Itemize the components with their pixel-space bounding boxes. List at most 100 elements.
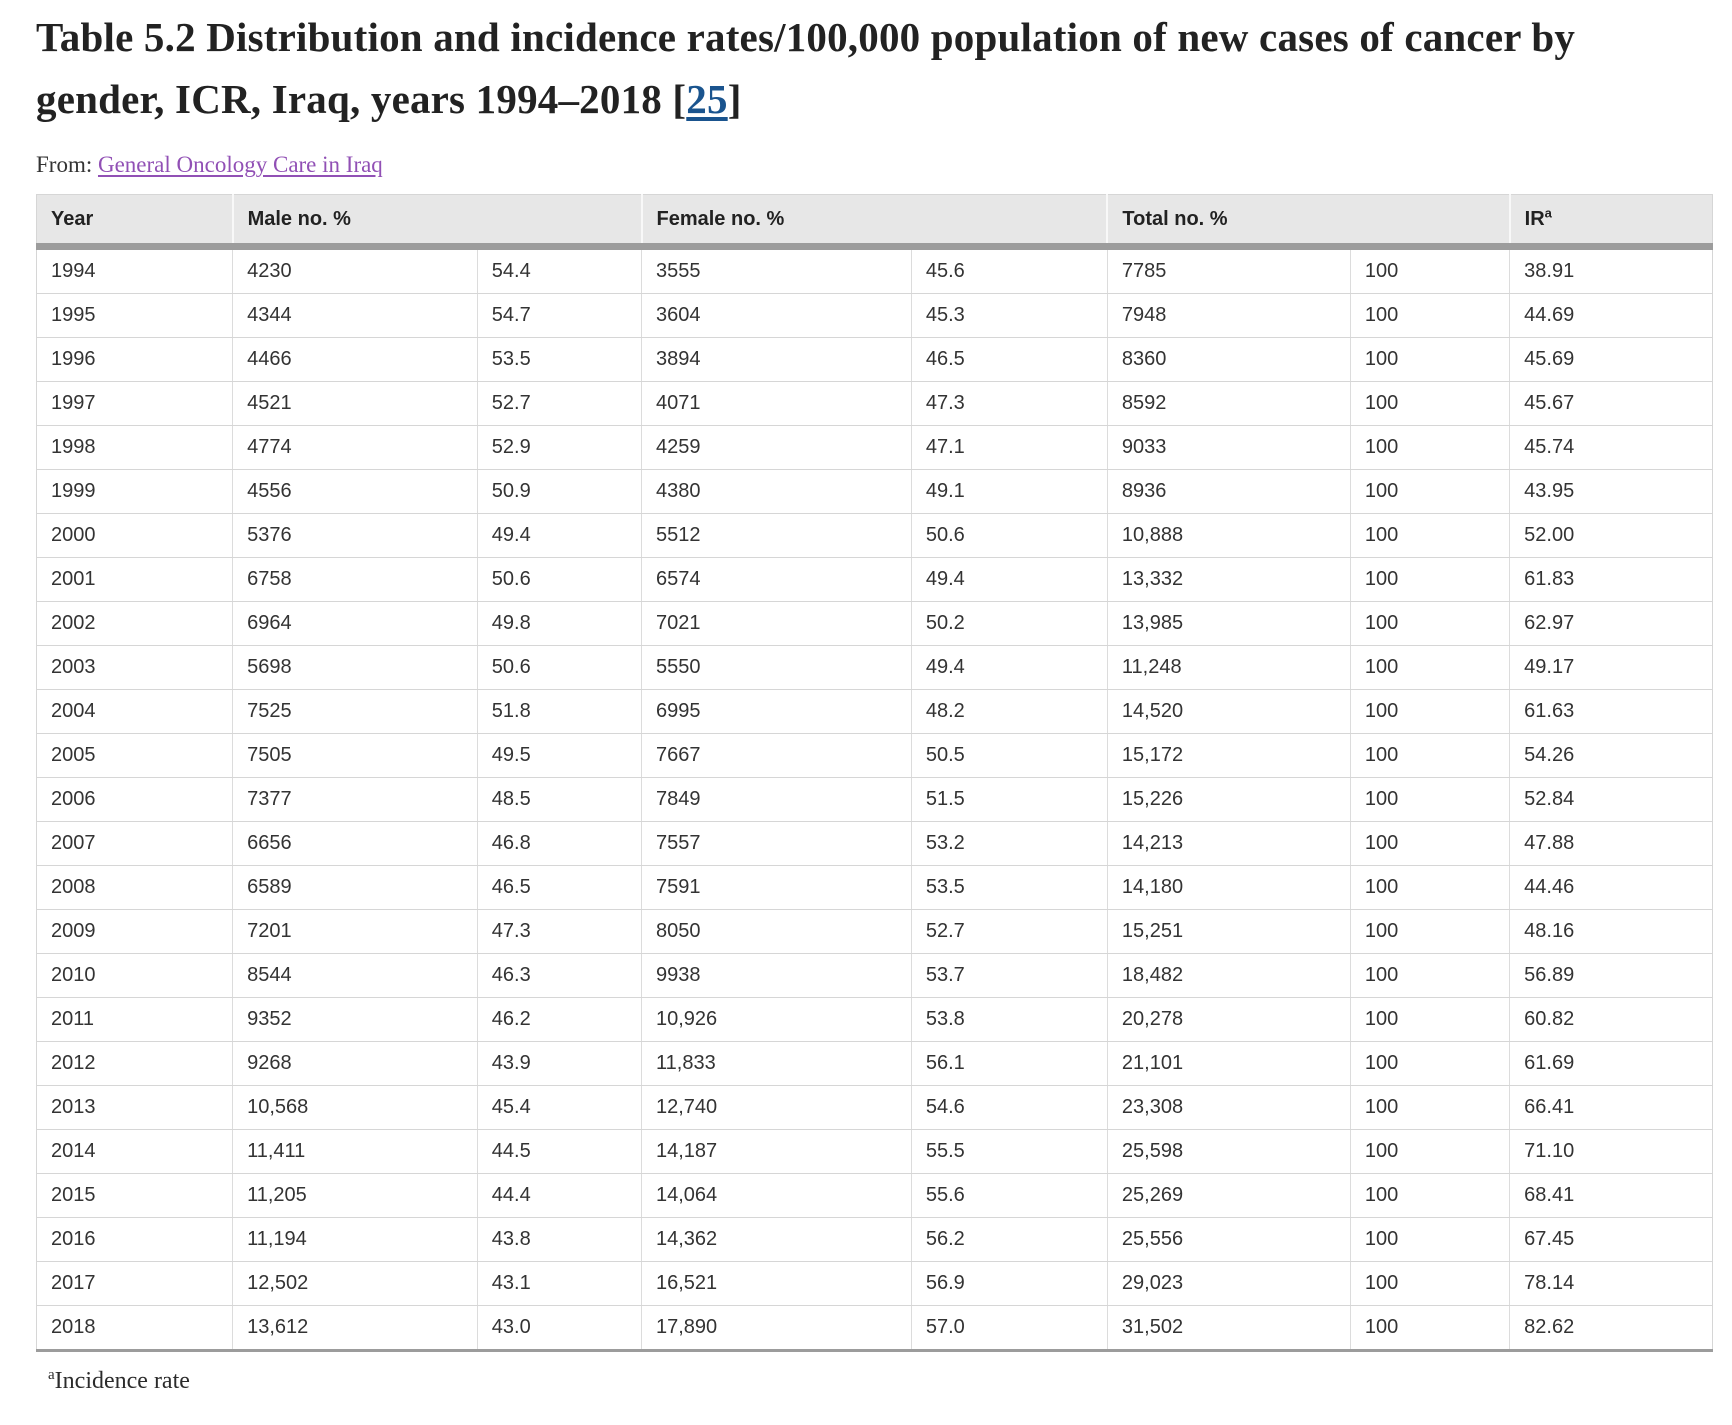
- cell-year: 2017: [36, 1261, 234, 1306]
- cell-total_no: 10,888: [1107, 513, 1351, 558]
- cell-ir: 71.10: [1509, 1129, 1713, 1174]
- cell-male_pct: 47.3: [477, 909, 643, 954]
- cell-male_no: 4556: [232, 469, 478, 514]
- cell-ir: 52.00: [1509, 513, 1713, 558]
- cell-ir: 60.82: [1509, 997, 1713, 1042]
- cell-year: 1995: [36, 293, 234, 338]
- cell-male_no: 8544: [232, 953, 478, 998]
- cell-female_pct: 45.6: [911, 246, 1108, 294]
- cell-year: 2016: [36, 1217, 234, 1262]
- table-footnote: aIncidence rate: [48, 1368, 1714, 1395]
- cell-total_pct: 100: [1350, 425, 1511, 470]
- cell-total_no: 8936: [1107, 469, 1351, 514]
- table-row: 1995 4344 54.7 3604 45.3 7948 100 44.69: [36, 293, 1713, 338]
- cell-total_pct: 100: [1350, 246, 1511, 294]
- cell-male_pct: 50.6: [477, 645, 643, 690]
- cell-female_no: 16,521: [641, 1261, 912, 1306]
- source-line: From: General Oncology Care in Iraq: [36, 152, 1714, 178]
- table-row: 2015 11,205 44.4 14,064 55.6 25,269 100 68.41: [36, 1173, 1713, 1218]
- cell-male_pct: 43.8: [477, 1217, 643, 1262]
- cell-female_no: 7667: [641, 733, 912, 778]
- cell-total_pct: 100: [1350, 381, 1511, 426]
- table-row: 2005 7505 49.5 7667 50.5 15,172 100 54.26: [36, 733, 1713, 778]
- cell-ir: 44.46: [1509, 865, 1713, 910]
- cell-year: 2013: [36, 1085, 234, 1130]
- cell-female_no: 6995: [641, 689, 912, 734]
- cell-male_no: 7377: [232, 777, 478, 822]
- cell-male_pct: 48.5: [477, 777, 643, 822]
- cell-year: 2014: [36, 1129, 234, 1174]
- table-row: 2008 6589 46.5 7591 53.5 14,180 100 44.46: [36, 865, 1713, 910]
- cell-total_pct: 100: [1350, 645, 1511, 690]
- table-row: 1994 4230 54.4 3555 45.6 7785 100 38.91: [36, 246, 1713, 294]
- cell-ir: 62.97: [1509, 601, 1713, 646]
- cell-ir: 66.41: [1509, 1085, 1713, 1130]
- cell-male_no: 10,568: [232, 1085, 478, 1130]
- cell-ir: 47.88: [1509, 821, 1713, 866]
- cell-male_pct: 43.9: [477, 1041, 643, 1086]
- page-title-text: Table 5.2 Distribution and incidence rat…: [36, 14, 1576, 122]
- cell-year: 2005: [36, 733, 234, 778]
- cell-female_no: 3604: [641, 293, 912, 338]
- cell-female_pct: 45.3: [911, 293, 1108, 338]
- cell-year: 2003: [36, 645, 234, 690]
- cell-female_pct: 56.9: [911, 1261, 1108, 1306]
- source-link[interactable]: General Oncology Care in Iraq: [97, 152, 383, 177]
- cell-female_no: 14,362: [641, 1217, 912, 1262]
- cell-male_pct: 53.5: [477, 337, 643, 382]
- cell-female_no: 4380: [641, 469, 912, 514]
- cell-female_no: 5550: [641, 645, 912, 690]
- cell-male_pct: 52.7: [477, 381, 643, 426]
- table-header-row: Year Male no. % Female no. % Total no. %…: [36, 194, 1713, 250]
- cell-male_pct: 52.9: [477, 425, 643, 470]
- table-row: 2018 13,612 43.0 17,890 57.0 31,502 100 82.62: [36, 1305, 1713, 1351]
- header-ir: IRa: [1508, 194, 1713, 250]
- cell-year: 2000: [36, 513, 234, 558]
- cell-male_pct: 44.4: [477, 1173, 643, 1218]
- cell-year: 1997: [36, 381, 234, 426]
- cell-female_no: 8050: [641, 909, 912, 954]
- citation-bracket-close: ]: [727, 76, 742, 122]
- cell-male_pct: 46.8: [477, 821, 643, 866]
- table-row: 1998 4774 52.9 4259 47.1 9033 100 45.74: [36, 425, 1713, 470]
- cell-total_pct: 100: [1350, 953, 1511, 998]
- cell-male_pct: 51.8: [477, 689, 643, 734]
- table-row: 2002 6964 49.8 7021 50.2 13,985 100 62.97: [36, 601, 1713, 646]
- cell-total_no: 7948: [1107, 293, 1351, 338]
- cell-year: 2018: [36, 1305, 234, 1351]
- table-row: 2012 9268 43.9 11,833 56.1 21,101 100 61.69: [36, 1041, 1713, 1086]
- table-row: 1999 4556 50.9 4380 49.1 8936 100 43.95: [36, 469, 1713, 514]
- cell-female_pct: 47.3: [911, 381, 1108, 426]
- table-row: 1996 4466 53.5 3894 46.5 8360 100 45.69: [36, 337, 1713, 382]
- cell-male_no: 9268: [232, 1041, 478, 1086]
- cell-ir: 54.26: [1509, 733, 1713, 778]
- cell-male_pct: 49.5: [477, 733, 643, 778]
- cell-male_pct: 50.9: [477, 469, 643, 514]
- cell-female_no: 10,926: [641, 997, 912, 1042]
- footnote-text: Incidence rate: [54, 1368, 190, 1394]
- cell-male_pct: 46.3: [477, 953, 643, 998]
- cell-female_no: 3555: [641, 246, 912, 294]
- citation-link[interactable]: 25: [686, 76, 728, 122]
- cell-male_pct: 43.0: [477, 1305, 643, 1351]
- cell-male_pct: 54.4: [477, 246, 643, 294]
- cell-ir: 45.74: [1509, 425, 1713, 470]
- cell-total_pct: 100: [1350, 909, 1511, 954]
- header-female: Female no. %: [640, 194, 1108, 250]
- cell-total_pct: 100: [1350, 557, 1511, 602]
- cell-ir: 45.67: [1509, 381, 1713, 426]
- cell-total_pct: 100: [1350, 469, 1511, 514]
- cell-female_pct: 55.6: [911, 1173, 1108, 1218]
- cell-total_pct: 100: [1350, 1217, 1511, 1262]
- cell-ir: 43.95: [1509, 469, 1713, 514]
- from-label: From:: [36, 152, 98, 177]
- cell-male_no: 13,612: [232, 1305, 478, 1351]
- table-row: 2011 9352 46.2 10,926 53.8 20,278 100 60.82: [36, 997, 1713, 1042]
- cell-male_no: 7505: [232, 733, 478, 778]
- table-row: 2013 10,568 45.4 12,740 54.6 23,308 100 66.41: [36, 1085, 1713, 1130]
- cell-year: 1998: [36, 425, 234, 470]
- cell-male_pct: 50.6: [477, 557, 643, 602]
- cell-total_no: 14,180: [1107, 865, 1351, 910]
- cell-female_pct: 49.1: [911, 469, 1108, 514]
- cell-ir: 61.69: [1509, 1041, 1713, 1086]
